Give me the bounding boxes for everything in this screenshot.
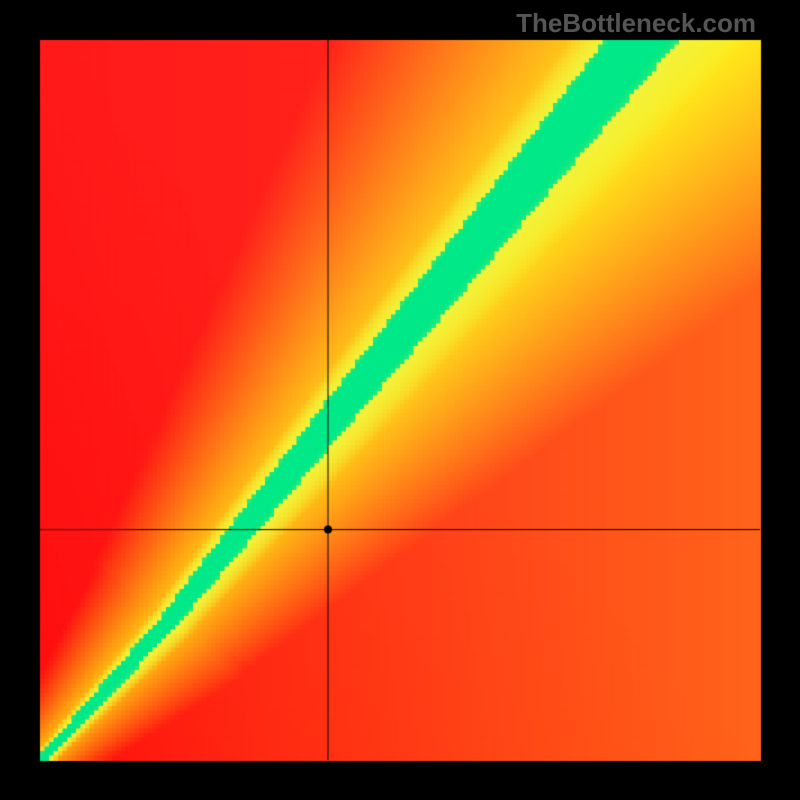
bottleneck-heatmap — [0, 0, 800, 800]
watermark-text: TheBottleneck.com — [516, 8, 756, 39]
chart-container: TheBottleneck.com — [0, 0, 800, 800]
